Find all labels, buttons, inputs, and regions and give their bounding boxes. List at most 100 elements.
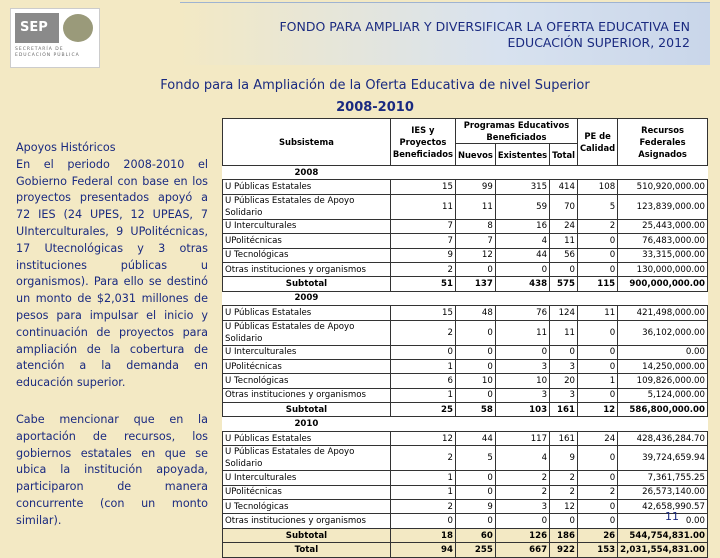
cell: 7	[389, 233, 456, 249]
cell: 0	[576, 499, 619, 515]
cell: 59	[494, 193, 551, 220]
cell: Subtotal	[222, 402, 391, 418]
cell: 94	[389, 542, 456, 558]
col-header: Subsistema	[222, 118, 391, 166]
table-row: Otras instituciones y organismos 0 0 0 0 0 0.0…	[222, 513, 708, 529]
cell: U Públicas Estatales de Apoyo Solidario	[222, 319, 391, 346]
cell: U Públicas Estatales de Apoyo Solidario	[222, 445, 391, 472]
heading: Apoyos Históricos	[16, 141, 116, 154]
cell: 5	[576, 193, 619, 220]
cell: 8	[454, 218, 496, 235]
cell: 1	[389, 470, 456, 486]
cell: U Interculturales	[222, 470, 391, 486]
cell: 255	[454, 542, 496, 558]
cell: 0	[549, 344, 578, 360]
cell: 2,031,554,831.00	[617, 542, 708, 558]
slide: {"header":{"logo":"SEP","logo_sub":"SECR…	[10, 2, 710, 558]
cell: UPolitécnicas	[222, 484, 391, 501]
cell: 1	[389, 387, 456, 404]
logo-subtext: SECRETARÍA DE EDUCACIÓN PÚBLICA	[15, 47, 80, 58]
cell: 124	[549, 305, 578, 321]
cell: 109,826,000.00	[617, 373, 708, 389]
cell: Otras instituciones y organismos	[222, 261, 391, 278]
header-bar: FONDO PARA AMPLIAR Y DIVERSIFICAR LA OFE…	[180, 2, 710, 65]
cell: 12	[389, 430, 456, 447]
cell: 1	[389, 358, 456, 375]
cell: 2	[389, 499, 456, 515]
cell: 76	[494, 305, 551, 321]
cell: 0	[576, 344, 619, 360]
paragraph: Cabe mencionar que en la aportación de r…	[16, 412, 208, 527]
cell: 103	[494, 402, 551, 418]
cell: 44	[454, 430, 496, 447]
cell: 99	[454, 179, 496, 195]
cell: 0	[576, 470, 619, 486]
cell: 2	[576, 484, 619, 501]
cell: 0	[454, 261, 496, 278]
cell: 12	[454, 247, 496, 263]
cell: 11	[494, 319, 551, 346]
cell: Total	[222, 542, 391, 558]
table-row: Subtotal 18 60 126 186 26 544,754,831.00	[222, 527, 708, 544]
cell: 25	[389, 402, 456, 418]
table-row: Subtotal 25 58 103 161 12 586,800,000.00	[222, 402, 708, 418]
cell: 5,124,000.00	[617, 387, 708, 404]
year-cell: 2008	[222, 164, 391, 181]
table-row: U Tecnológicas 2 9 3 12 0 42,658,990.57	[222, 499, 708, 515]
cell: 48	[454, 305, 496, 321]
cell: 0	[576, 233, 619, 249]
cell: U Tecnológicas	[222, 373, 391, 389]
table-row: Subtotal 51 137 438 575 115 900,000,000.00	[222, 276, 708, 292]
blank	[390, 291, 708, 307]
cell: U Interculturales	[222, 344, 391, 360]
table-row: U Tecnológicas 9 12 44 56 0 33,315,000.00	[222, 247, 708, 263]
cell: 186	[549, 527, 578, 544]
cell: 0	[494, 344, 551, 360]
cell: 76,483,000.00	[617, 233, 708, 249]
cell: 36,102,000.00	[617, 319, 708, 346]
col-header: Programas Educativos Beneficiados	[454, 118, 579, 144]
table-row: U Tecnológicas 6 10 10 20 1 109,826,000.00	[222, 373, 708, 389]
table-row: U Interculturales 7 8 16 24 2 25,443,000.00	[222, 218, 708, 235]
cell: 0	[454, 387, 496, 404]
table-row: U Públicas Estatales 15 48 76 124 11 421,498,0…	[222, 305, 708, 321]
cell: 153	[576, 542, 619, 558]
cell: 900,000,000.00	[617, 276, 708, 292]
col-header: Total	[549, 143, 578, 166]
cell: 24	[549, 218, 578, 235]
cell: 51	[389, 276, 456, 292]
cell: UPolitécnicas	[222, 233, 391, 249]
cell: 0	[389, 513, 456, 529]
cell: 14,250,000.00	[617, 358, 708, 375]
year-cell: 2009	[222, 290, 391, 307]
cell: 108	[576, 179, 619, 195]
cell: 1	[389, 484, 456, 501]
cell: 11	[576, 305, 619, 321]
year-row: 2009	[222, 290, 708, 307]
cell: 24	[576, 430, 619, 447]
cell: Otras instituciones y organismos	[222, 513, 391, 529]
cell: 5	[454, 445, 496, 472]
cell: 0	[389, 344, 456, 360]
cell: 0	[576, 319, 619, 346]
cell: 414	[549, 179, 578, 195]
cell: U Públicas Estatales	[222, 305, 391, 321]
cell: 3	[494, 387, 551, 404]
cell: 10	[494, 373, 551, 389]
cell: 161	[549, 430, 578, 447]
cell: 161	[549, 402, 578, 418]
cell: 0	[454, 319, 496, 346]
cell: 428,436,284.70	[617, 430, 708, 447]
cell: 667	[494, 542, 551, 558]
table-box: Subsistema IES y Proyectos Beneficiados …	[222, 118, 708, 558]
col-header: IES y Proyectos Beneficiados	[389, 118, 456, 166]
seal	[63, 14, 93, 42]
cell: U Tecnológicas	[222, 247, 391, 263]
cell: 0	[576, 513, 619, 529]
col-header: Nuevos	[454, 143, 496, 166]
cell: 510,920,000.00	[617, 179, 708, 195]
cell: 12	[576, 402, 619, 418]
cell: 0	[549, 261, 578, 278]
col-header: Recursos Federales Asignados	[617, 118, 708, 166]
table-row: Otras instituciones y organismos 2 0 0 0 0 130…	[222, 261, 708, 278]
